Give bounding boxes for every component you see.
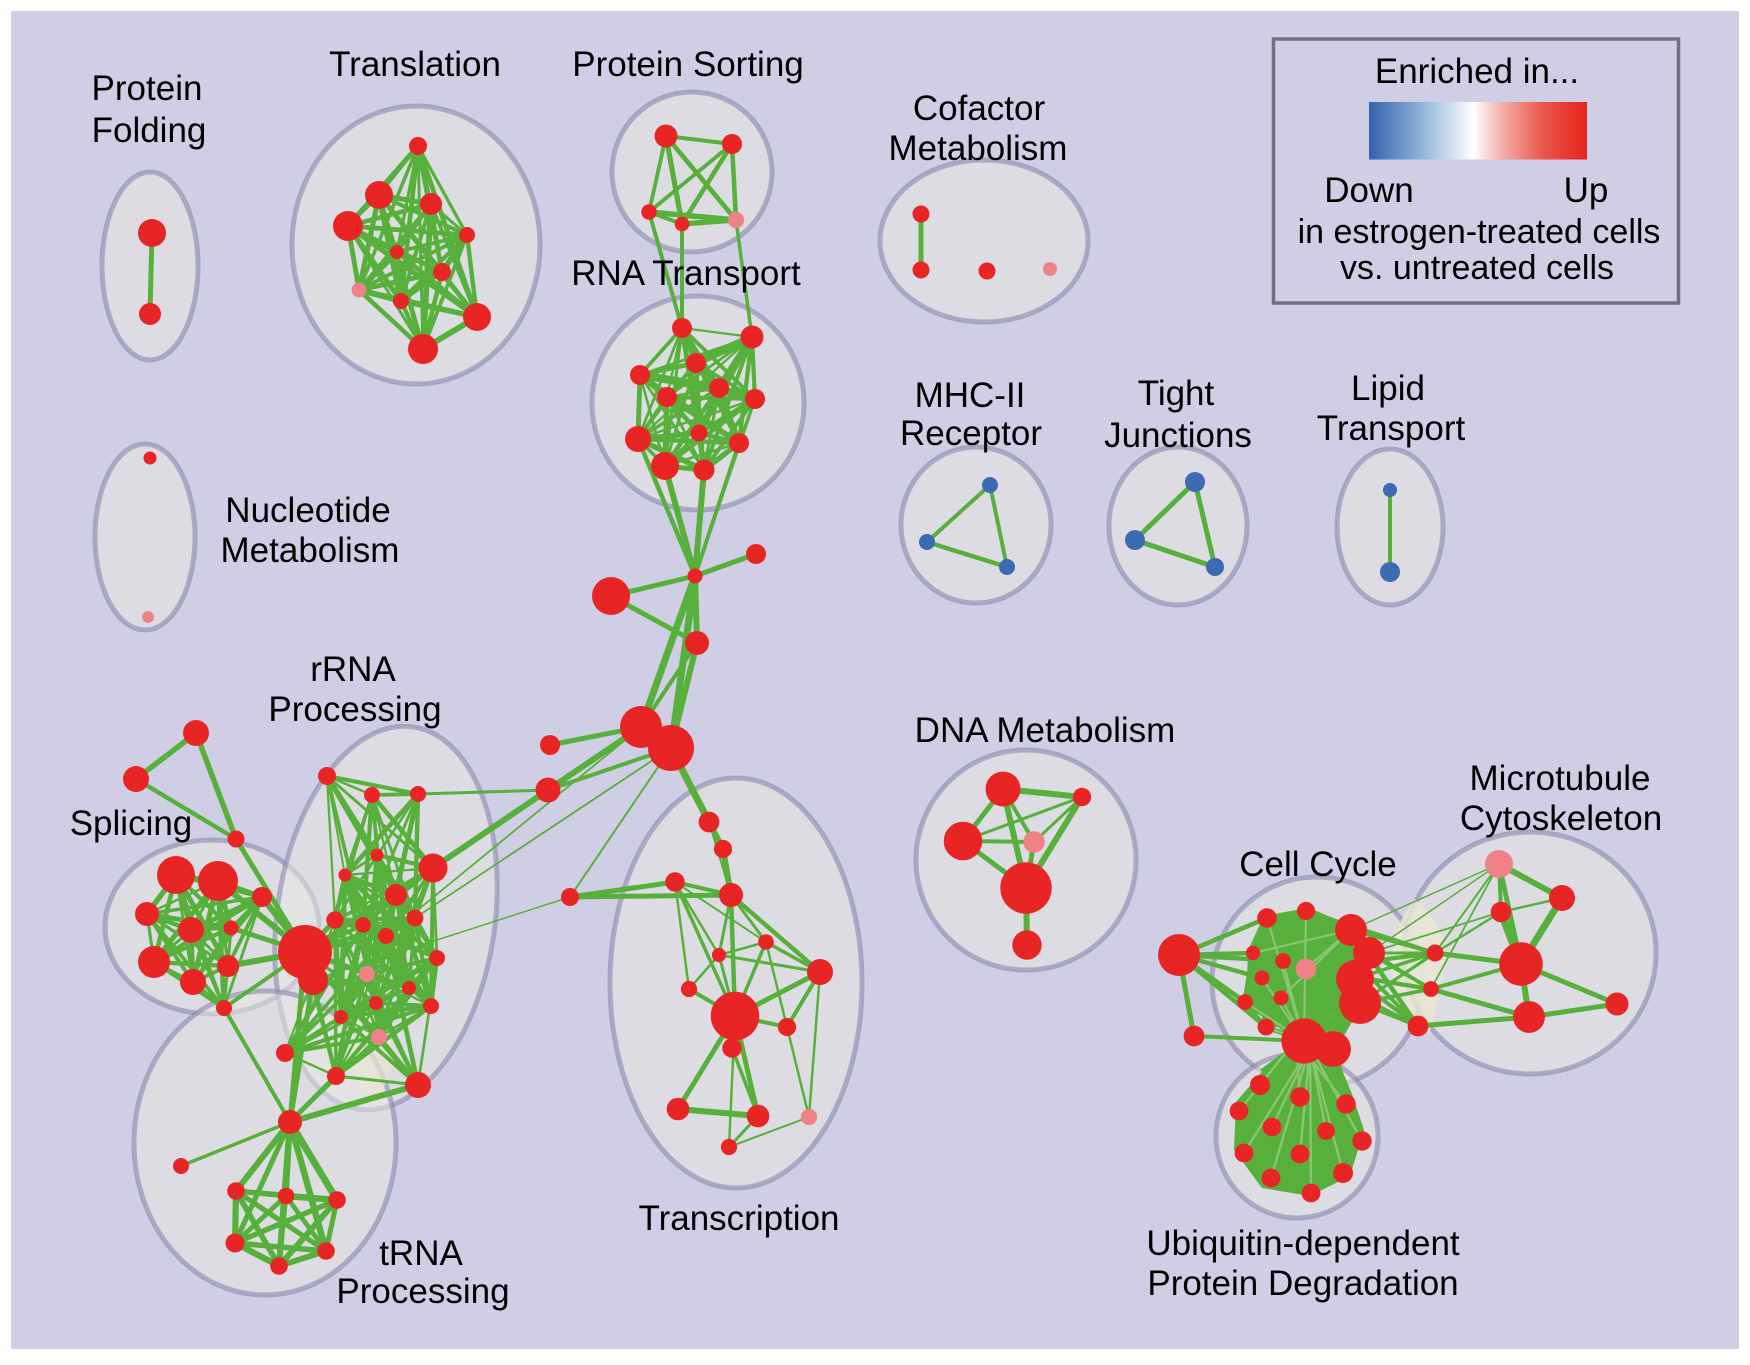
svg-text:Tight: Tight [1138,374,1215,413]
svg-text:Metabolism: Metabolism [221,531,400,570]
svg-text:Enriched in...: Enriched in... [1375,52,1579,91]
svg-text:RNA Transport: RNA Transport [571,254,801,293]
svg-text:Protein Degradation: Protein Degradation [1147,1264,1458,1303]
svg-text:Cell Cycle: Cell Cycle [1239,845,1397,884]
svg-text:MHC-II: MHC-II [915,376,1026,415]
svg-text:Transcription: Transcription [639,1199,840,1238]
svg-text:Nucleotide: Nucleotide [225,491,390,530]
svg-text:rRNA: rRNA [310,650,396,689]
svg-text:tRNA: tRNA [379,1234,463,1273]
svg-text:vs. untreated cells: vs. untreated cells [1340,249,1614,287]
svg-text:Microtubule: Microtubule [1470,759,1651,798]
svg-text:Up: Up [1564,171,1609,210]
svg-text:Ubiquitin-dependent: Ubiquitin-dependent [1146,1224,1460,1263]
svg-text:Processing: Processing [336,1272,509,1311]
svg-text:Protein: Protein [92,69,203,108]
svg-text:Metabolism: Metabolism [889,129,1068,168]
svg-text:Processing: Processing [268,690,441,729]
svg-text:Receptor: Receptor [900,414,1042,453]
svg-text:Down: Down [1324,171,1413,210]
svg-text:Protein Sorting: Protein Sorting [572,45,804,84]
svg-text:Transport: Transport [1317,409,1466,448]
svg-text:in estrogen-treated cells: in estrogen-treated cells [1298,213,1661,251]
svg-text:Junctions: Junctions [1104,416,1252,455]
svg-text:DNA Metabolism: DNA Metabolism [915,711,1176,750]
svg-text:Splicing: Splicing [70,804,193,843]
svg-text:Folding: Folding [92,111,207,150]
svg-text:Cytoskeleton: Cytoskeleton [1460,799,1662,838]
svg-text:Cofactor: Cofactor [913,89,1046,128]
svg-text:Translation: Translation [329,45,501,84]
svg-text:Lipid: Lipid [1351,369,1425,408]
